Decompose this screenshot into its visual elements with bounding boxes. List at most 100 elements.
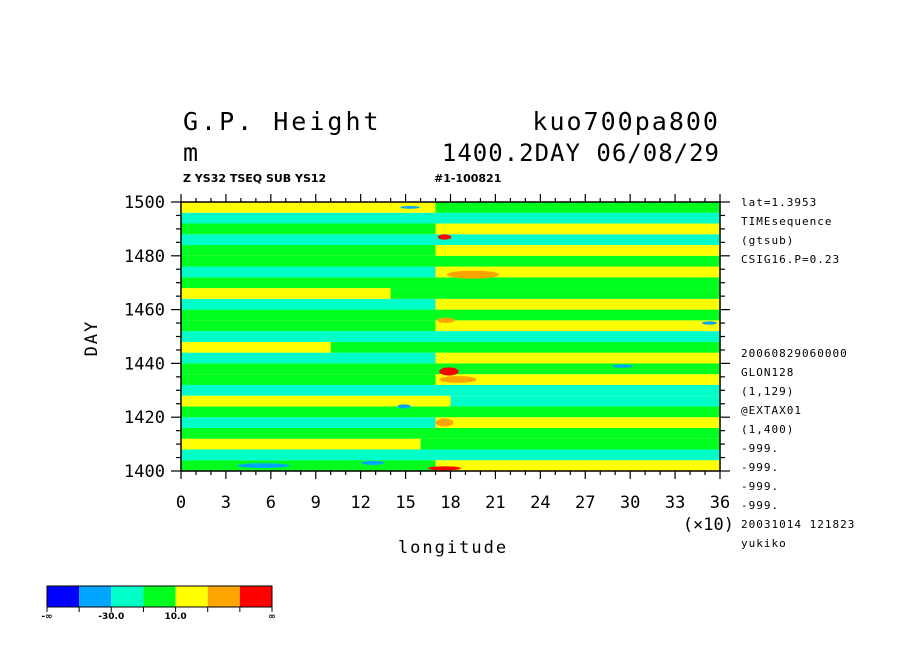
heatmap-cell: [181, 395, 451, 407]
heatmap-patch: [446, 270, 500, 279]
colorbar-label: ∞: [268, 612, 276, 622]
heatmap-cell: [181, 288, 391, 299]
heatmap-patch: [435, 418, 454, 427]
dataset-name: kuo700pa800: [532, 107, 720, 136]
side-info-top: lat=1.3953 TIMEsequence (gtsub) CSIG16.P=0.…: [741, 196, 840, 266]
side-info-line: lat=1.3953: [741, 196, 817, 209]
colorbar-label: -30.0: [98, 612, 124, 622]
side-info-line: CSIG16.P=0.23: [741, 253, 840, 266]
heatmap-cell: [435, 223, 720, 235]
heatmap-cell: [181, 277, 720, 289]
subtitle-right: #1-100821: [434, 172, 501, 185]
x-tick-label: 36: [710, 493, 730, 513]
heatmap-cell: [181, 374, 436, 385]
heatmap-patch: [361, 460, 384, 465]
heatmap-cell: [390, 288, 720, 299]
unit-label: m: [183, 138, 198, 167]
colorbar-swatch: [239, 586, 272, 607]
heatmap-cell: [181, 460, 436, 471]
side-info-line: GLON128: [741, 366, 794, 379]
heatmap-patch: [439, 376, 477, 383]
heatmap-patch: [437, 317, 455, 324]
colorbar-label: 10.0: [164, 612, 186, 622]
colorbar-swatch: [47, 586, 80, 607]
colorbar: -∞ -30.0 10.0 ∞: [41, 585, 276, 622]
heatmap-cell: [181, 202, 436, 213]
heatmap-cell: [181, 341, 331, 353]
colorbar-frame: [46, 585, 273, 608]
y-tick-label: 1400: [124, 462, 165, 482]
heatmap-cell: [435, 202, 720, 213]
heatmap-cell: [435, 460, 720, 471]
side-info-line: (1,129): [741, 385, 794, 398]
heatmap-patch: [237, 463, 290, 469]
side-info-line: TIMEsequence: [741, 215, 832, 228]
axis-ticks: 0 3 6 9 12 15 18 21 24 27 30 33 36140014201440146014…: [124, 193, 730, 513]
heatmap-cell: [181, 406, 720, 418]
x-multiplier-label: (×10): [683, 515, 734, 535]
heatmap-field: [181, 202, 720, 471]
heatmap-cell: [181, 384, 720, 396]
heatmap-patches: [237, 206, 718, 471]
side-info-line: -999.: [741, 442, 779, 455]
y-axis-label: DAY: [82, 320, 102, 357]
heatmap-cell: [181, 266, 436, 278]
heatmap-cell: [181, 223, 436, 235]
heatmap-cell: [420, 438, 720, 450]
heatmap-cell: [450, 395, 720, 407]
chart-title: G.P. Height: [183, 107, 382, 136]
colorbar-swatch: [79, 586, 112, 607]
heatmap-cell: [435, 352, 720, 364]
colorbar-swatch: [175, 586, 208, 607]
colorbar-swatch: [111, 586, 144, 607]
colorbar-swatch: [143, 586, 176, 607]
heatmap-cell: [435, 245, 720, 256]
heatmap-cell: [435, 417, 720, 428]
heatmap-cell: [181, 245, 436, 256]
heatmap-patch: [400, 206, 420, 209]
heatmap-patch: [397, 404, 411, 409]
side-info-line: -999.: [741, 499, 779, 512]
x-tick-label: 6: [266, 493, 276, 513]
heatmap-cell: [181, 352, 436, 364]
heatmap-cell: [435, 320, 720, 332]
x-tick-label: 0: [176, 493, 186, 513]
y-tick-label: 1420: [124, 408, 165, 428]
heatmap-cell: [181, 320, 436, 332]
heatmap-cell: [181, 438, 421, 450]
x-tick-label: 12: [350, 493, 370, 513]
y-tick-label: 1460: [124, 301, 165, 321]
side-info-bottom: 20060829060000 GLON128 (1,129) @EXTAX01 (1,4…: [741, 347, 855, 550]
heatmap-cell: [181, 298, 436, 310]
x-axis-label: longitude: [398, 538, 508, 558]
side-info-line: yukiko: [741, 537, 787, 550]
heatmap-cell: [181, 449, 720, 461]
heatmap-cell: [181, 255, 720, 267]
heatmap-patch: [428, 466, 461, 471]
side-info-line: (gtsub): [741, 234, 794, 247]
y-tick-label: 1440: [124, 354, 165, 374]
heatmap-cell: [435, 374, 720, 385]
x-tick-label: 21: [485, 493, 505, 513]
side-info-line: 20031014 121823: [741, 518, 855, 531]
heatmap-patch: [439, 367, 459, 376]
x-tick-label: 18: [440, 493, 460, 513]
heatmap-patch: [702, 321, 718, 325]
colorbar-label: -∞: [41, 612, 52, 622]
y-tick-label: 1480: [124, 247, 165, 267]
heatmap-cell: [181, 234, 720, 246]
heatmap-cell: [330, 341, 720, 353]
heatmap-cell: [435, 266, 720, 278]
x-tick-label: 33: [665, 493, 685, 513]
side-info-line: (1,400): [741, 423, 794, 436]
heatmap-cell: [181, 417, 436, 428]
heatmap-cell: [435, 298, 720, 310]
y-tick-label: 1500: [124, 193, 165, 213]
heatmap-cell: [181, 212, 720, 224]
time-label: 1400.2DAY 06/08/29: [442, 139, 720, 167]
side-info-line: -999.: [741, 461, 779, 474]
side-info-line: 20060829060000: [741, 347, 848, 360]
heatmap-patch: [437, 234, 452, 240]
colorbar-swatch: [207, 586, 240, 607]
